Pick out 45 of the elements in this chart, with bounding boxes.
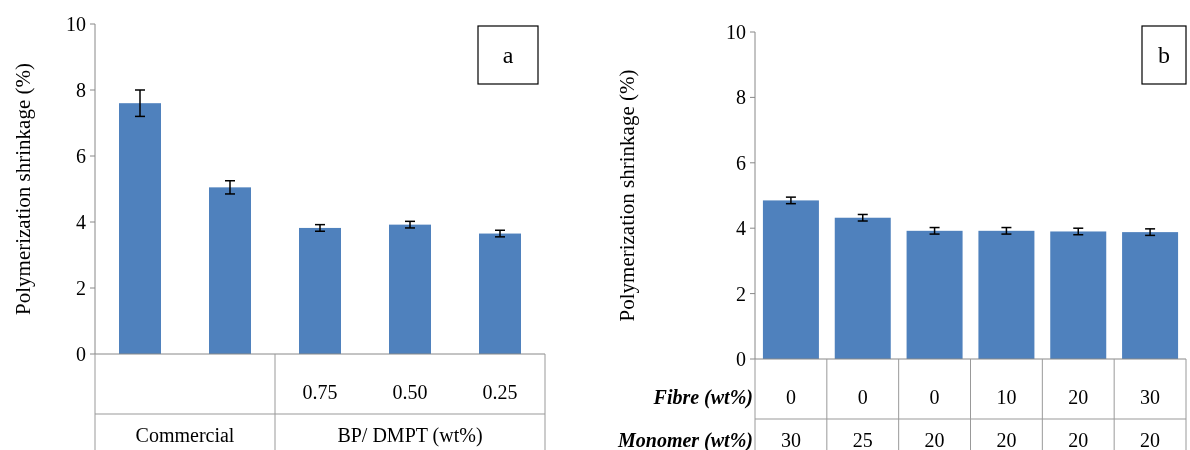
x-tick-label: 0 [785,386,796,408]
bar [1050,231,1107,359]
text: 25 [852,429,873,450]
x-tick-label: 10 [996,386,1017,408]
bar [834,217,891,359]
x-axis-title: Fibre (wt%) [652,386,753,409]
bar [906,230,963,359]
text: a [502,42,514,69]
x-tick-label: 0 [929,386,940,408]
bar [209,187,251,354]
x-tick-label: 30 [1140,386,1161,408]
x-tick-label: 0.75 [302,381,338,403]
text: 20 [996,429,1017,450]
bar [479,233,521,354]
bar [1122,232,1179,359]
y-tick-label: 2 [76,277,86,299]
y-tick-label: 0 [736,348,746,370]
text: 20 [1068,429,1089,450]
text: BP/ DMPT (wt%) [337,424,483,447]
y-tick-label: 2 [736,282,746,305]
y-tick-label: 10 [726,21,746,43]
chart-title: b [1158,42,1170,69]
y-tick-label: 8 [736,86,746,109]
y-tick-label: 8 [76,79,86,101]
bar [119,103,161,354]
text: 20 [1140,429,1161,450]
x-tick-label: 0.25 [482,381,518,403]
y-tick-label: 4 [76,211,86,233]
bar [389,224,431,354]
y-tick-label: 4 [736,217,746,240]
y-tick-label: 6 [736,151,746,174]
bar [978,230,1035,359]
x-tick-label: 20 [1068,386,1089,408]
y-tick-label: 6 [76,145,86,167]
text: Commercial [135,424,235,446]
text: 20 [924,429,945,450]
x-tick-label: 0.50 [392,381,428,403]
y-axis-title: Polymerization shrinkage (%) [11,63,35,315]
bar [299,227,341,354]
bar [762,200,819,359]
y-tick-label: 0 [76,343,86,365]
y-tick-label: 10 [66,13,86,35]
text: 30 [780,429,801,450]
y-axis-title: Polymerization shrinkage (%) [615,69,639,322]
x-tick-label: 0 [857,386,868,408]
